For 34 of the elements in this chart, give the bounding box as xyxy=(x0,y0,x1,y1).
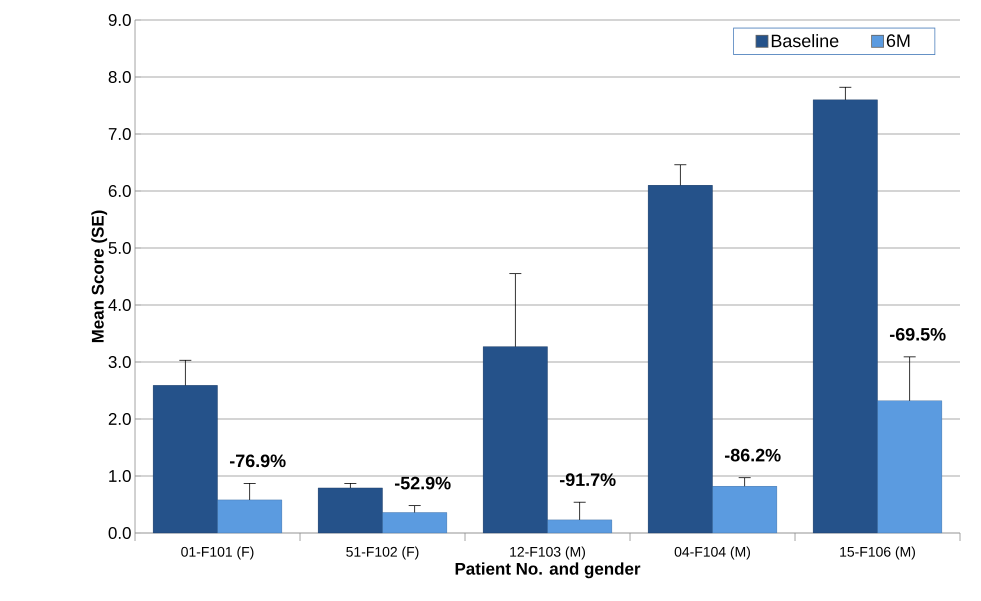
y-tick-label: 3.0 xyxy=(108,356,131,368)
bar xyxy=(318,488,383,534)
bar xyxy=(712,486,778,534)
annotation: -52.9% xyxy=(394,476,451,490)
bar xyxy=(217,500,282,534)
bar xyxy=(877,400,942,534)
bar xyxy=(152,385,218,534)
x-tick-label: 04-F104 (M) xyxy=(674,546,750,560)
y-tick-label: 5.0 xyxy=(108,242,131,254)
y-tick-label: 1.0 xyxy=(109,470,131,482)
annotation: -69.5% xyxy=(890,328,946,341)
legend-label: Baseline xyxy=(772,34,838,48)
y-tick-label: 9.0 xyxy=(108,14,131,26)
x-tick-label: 15-F106 (M) xyxy=(840,546,915,560)
y-tick-label: 2.0 xyxy=(108,412,131,425)
bar xyxy=(812,100,878,534)
y-axis-title: Mean Score (SE) xyxy=(91,210,108,342)
bar xyxy=(382,512,448,534)
x-tick-label: 01-F101 (F) xyxy=(181,546,254,560)
annotation: -76.9% xyxy=(230,454,286,468)
annotation: -86.2% xyxy=(724,448,781,462)
bar xyxy=(547,520,612,534)
bar xyxy=(648,185,713,534)
y-tick-label: 7.0 xyxy=(108,128,131,140)
legend-label: 6M xyxy=(886,34,910,48)
x-tick-label: 51-F102 (F) xyxy=(346,546,418,560)
bar xyxy=(482,346,548,534)
y-tick-label: 6.0 xyxy=(108,184,131,197)
annotation: -91.7% xyxy=(560,473,616,486)
x-axis-title: Patient No. and gender xyxy=(456,562,640,578)
y-tick-label: 8.0 xyxy=(108,70,131,83)
x-tick-label: 12-F103 (M) xyxy=(510,546,585,560)
y-tick-label: 0.0 xyxy=(108,526,131,539)
y-tick-label: 4.0 xyxy=(108,298,131,311)
